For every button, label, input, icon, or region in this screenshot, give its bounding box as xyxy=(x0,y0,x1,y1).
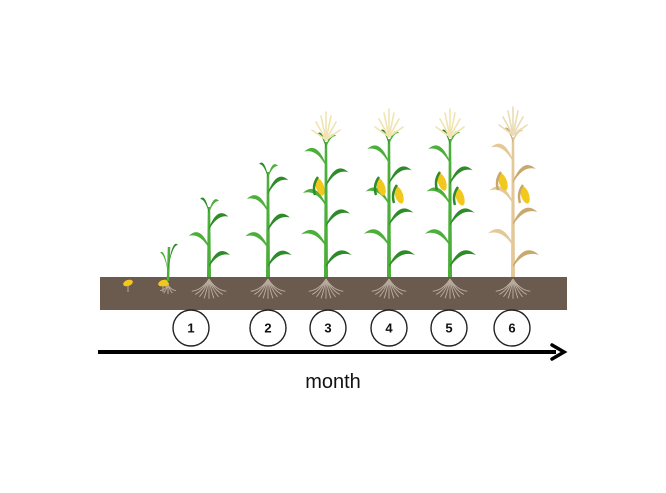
stage-label-4: 4 xyxy=(385,321,393,336)
corn-cob-icon xyxy=(373,176,386,196)
corn-cob-icon xyxy=(312,176,325,196)
stage-label-3: 3 xyxy=(324,321,331,336)
stage-marker-2: 2 xyxy=(249,309,287,347)
roots-icon xyxy=(371,278,407,299)
corn-cob-icon xyxy=(391,184,404,204)
roots-icon xyxy=(432,278,468,299)
corn-cob-icon xyxy=(452,186,465,206)
roots-icon xyxy=(160,284,176,294)
plants-layer xyxy=(123,106,539,299)
stage-label-1: 1 xyxy=(187,321,194,336)
corn-plant-icon xyxy=(245,162,292,299)
corn-cob-icon xyxy=(517,184,530,204)
sprout-icon xyxy=(160,243,178,294)
corn-cob-icon xyxy=(434,171,447,191)
stage-marker-1: 1 xyxy=(172,309,210,347)
roots-icon xyxy=(308,278,344,299)
tassel-icon xyxy=(374,108,404,138)
stage-marker-3: 3 xyxy=(309,309,347,347)
corn-plant-icon xyxy=(301,111,352,299)
tassel-icon xyxy=(311,111,341,141)
corn-plant-icon xyxy=(424,108,476,299)
stage-marker-4: 4 xyxy=(370,309,408,347)
roots-icon xyxy=(191,278,227,299)
corn-cob-icon xyxy=(495,171,508,191)
tassel-icon xyxy=(498,106,528,136)
stage-marker-6: 6 xyxy=(493,309,531,347)
stage-label-5: 5 xyxy=(445,321,452,336)
corn-plant-icon xyxy=(363,108,415,299)
stage-label-2: 2 xyxy=(264,321,271,336)
corn-plant-icon xyxy=(188,197,230,299)
roots-icon xyxy=(495,278,531,299)
roots-icon xyxy=(250,278,286,299)
corn-plant-icon xyxy=(487,106,539,299)
arrow-icon xyxy=(98,343,568,361)
axis-label: month xyxy=(305,371,361,393)
stage-markers: 1 2 3 4 5 6 xyxy=(172,309,531,347)
seed-icon xyxy=(123,279,133,292)
tassel-icon xyxy=(435,108,465,138)
stage-label-6: 6 xyxy=(508,321,515,336)
stage-marker-5: 5 xyxy=(430,309,468,347)
